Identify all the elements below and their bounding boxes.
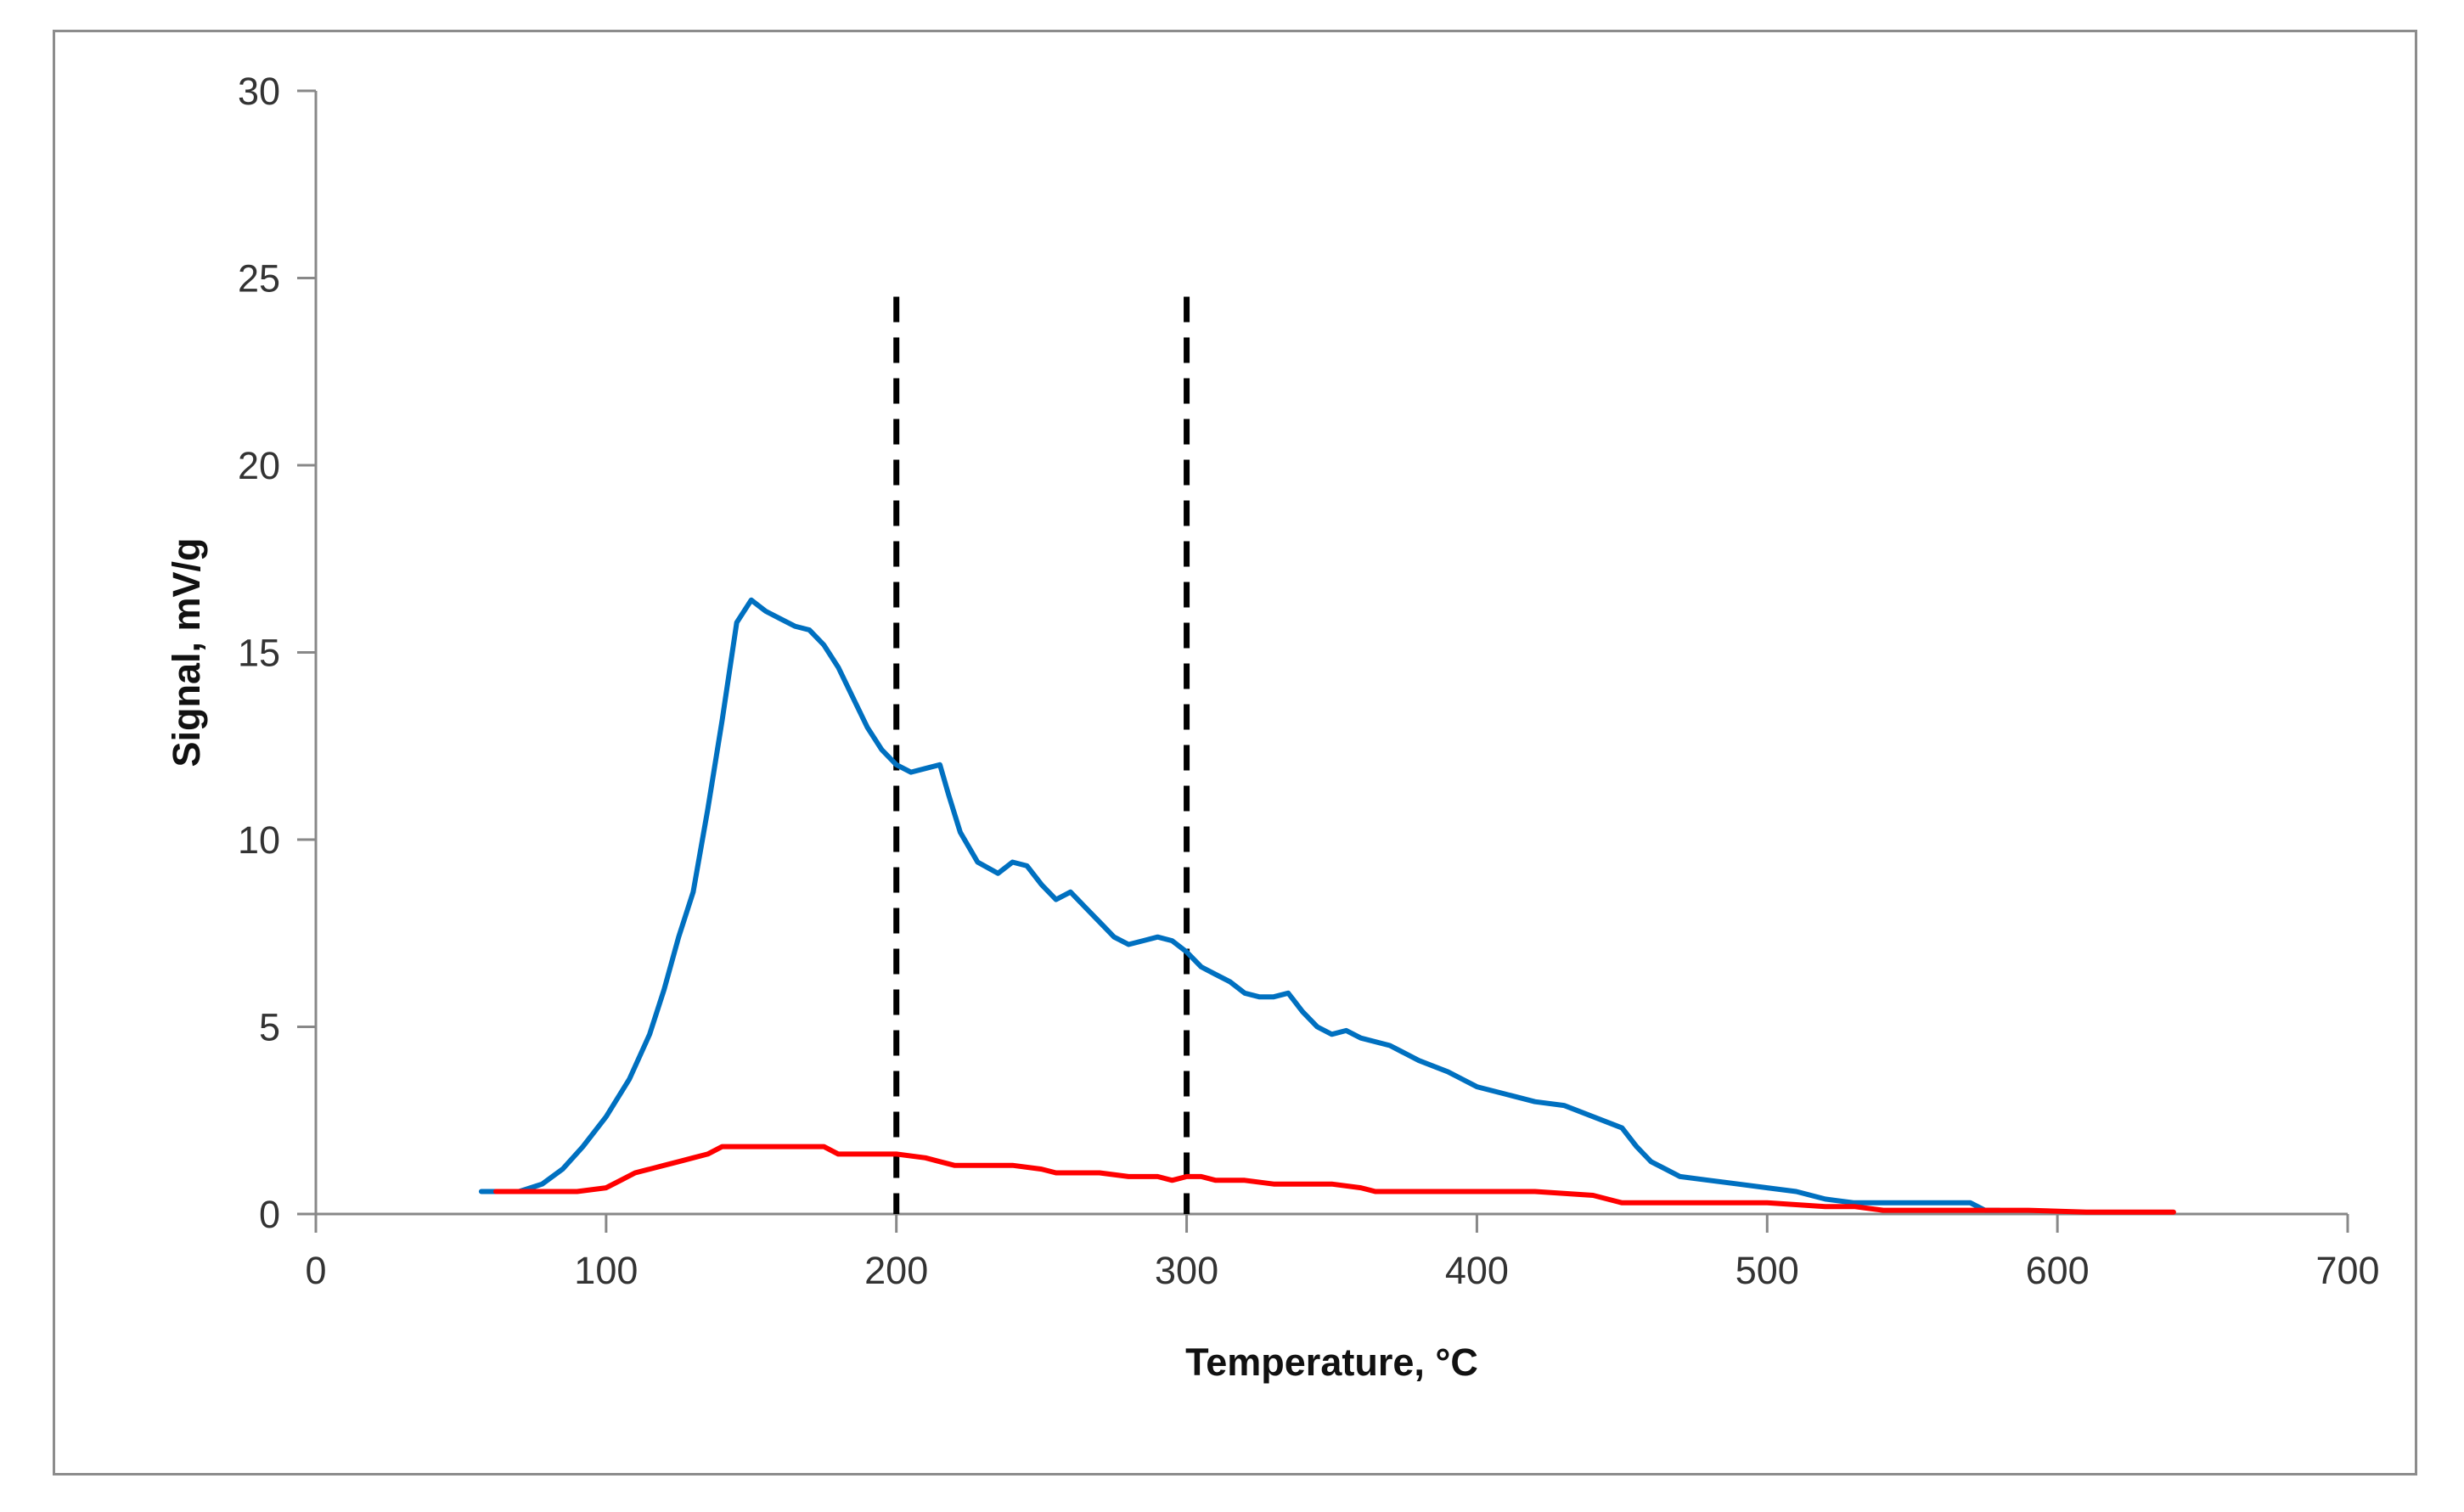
x-tick-label: 600 bbox=[2026, 1249, 2090, 1292]
series-line-blue bbox=[478, 597, 2002, 1213]
series-line-red bbox=[493, 1144, 2176, 1215]
y-tick-label: 10 bbox=[238, 818, 280, 862]
x-tick-label: 200 bbox=[864, 1249, 928, 1292]
chart-frame bbox=[53, 30, 2417, 1475]
x-tick-label: 500 bbox=[1735, 1249, 1799, 1292]
x-tick-label: 0 bbox=[305, 1249, 326, 1292]
y-tick-label: 15 bbox=[238, 632, 280, 675]
y-tick-label: 20 bbox=[238, 444, 280, 487]
x-axis-ticks: 0 100 200 300 400 500 600 700 bbox=[305, 1214, 2380, 1292]
axes: 0 5 10 15 20 25 30 0 100 200 300 400 500 600 700 bbox=[238, 70, 2380, 1292]
y-tick-label: 0 bbox=[259, 1193, 280, 1236]
x-tick-label: 300 bbox=[1155, 1249, 1218, 1292]
y-tick-label: 5 bbox=[259, 1006, 280, 1049]
reference-lines bbox=[893, 296, 1190, 1214]
series bbox=[478, 597, 2176, 1215]
x-axis-title: Temperature, °C bbox=[1185, 1341, 1478, 1384]
y-tick-label: 30 bbox=[238, 70, 280, 113]
y-axis-ticks: 0 5 10 15 20 25 30 bbox=[238, 70, 316, 1236]
x-tick-label: 100 bbox=[574, 1249, 638, 1292]
x-tick-label: 400 bbox=[1445, 1249, 1509, 1292]
y-axis-title: Signal, mV/g bbox=[165, 537, 208, 767]
x-tick-label: 700 bbox=[2315, 1249, 2379, 1292]
y-tick-label: 25 bbox=[238, 257, 280, 301]
